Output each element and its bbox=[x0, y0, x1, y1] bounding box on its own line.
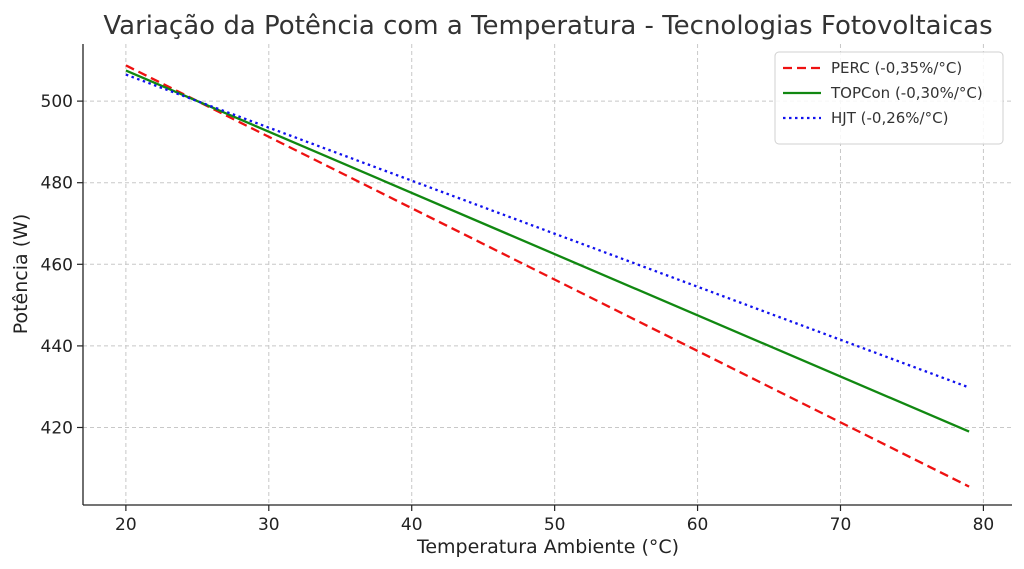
legend-box bbox=[774, 51, 1004, 145]
series-line-2 bbox=[125, 69, 970, 433]
x-tick-label: 20 bbox=[115, 515, 137, 535]
y-tick-label: 460 bbox=[41, 255, 73, 275]
y-tick-label: 480 bbox=[41, 174, 73, 194]
x-axis-label: Temperatura Ambiente (°C) bbox=[416, 536, 679, 558]
legend: PERC (-0,35%/°C) TOPCon (-0,30%/°C) HJT (-… bbox=[774, 51, 1004, 145]
series-layer bbox=[125, 64, 970, 488]
legend-label: PERC (-0,35%/°C) bbox=[831, 59, 962, 77]
y-tick-label: 440 bbox=[41, 337, 73, 357]
grid bbox=[83, 44, 1012, 505]
y-tick-label: 500 bbox=[41, 92, 73, 112]
x-tick-label: 40 bbox=[401, 515, 423, 535]
legend-label: HJT (-0,26%/°C) bbox=[831, 109, 948, 127]
x-tick-label: 70 bbox=[830, 515, 852, 535]
chart-title: Variação da Potência com a Temperatura -… bbox=[103, 11, 992, 41]
series-line-1 bbox=[125, 64, 970, 488]
x-tick-label: 50 bbox=[544, 515, 566, 535]
x-tick-label: 60 bbox=[687, 515, 709, 535]
axes: 20 30 40 50 60 70 80 420 440 460 480 500 bbox=[41, 44, 1012, 535]
x-tick-label: 30 bbox=[258, 515, 280, 535]
y-axis-label: Potência (W) bbox=[10, 214, 32, 335]
legend-label: TOPCon (-0,30%/°C) bbox=[830, 84, 983, 102]
y-tick-label: 420 bbox=[41, 418, 73, 438]
x-tick-label: 80 bbox=[973, 515, 995, 535]
